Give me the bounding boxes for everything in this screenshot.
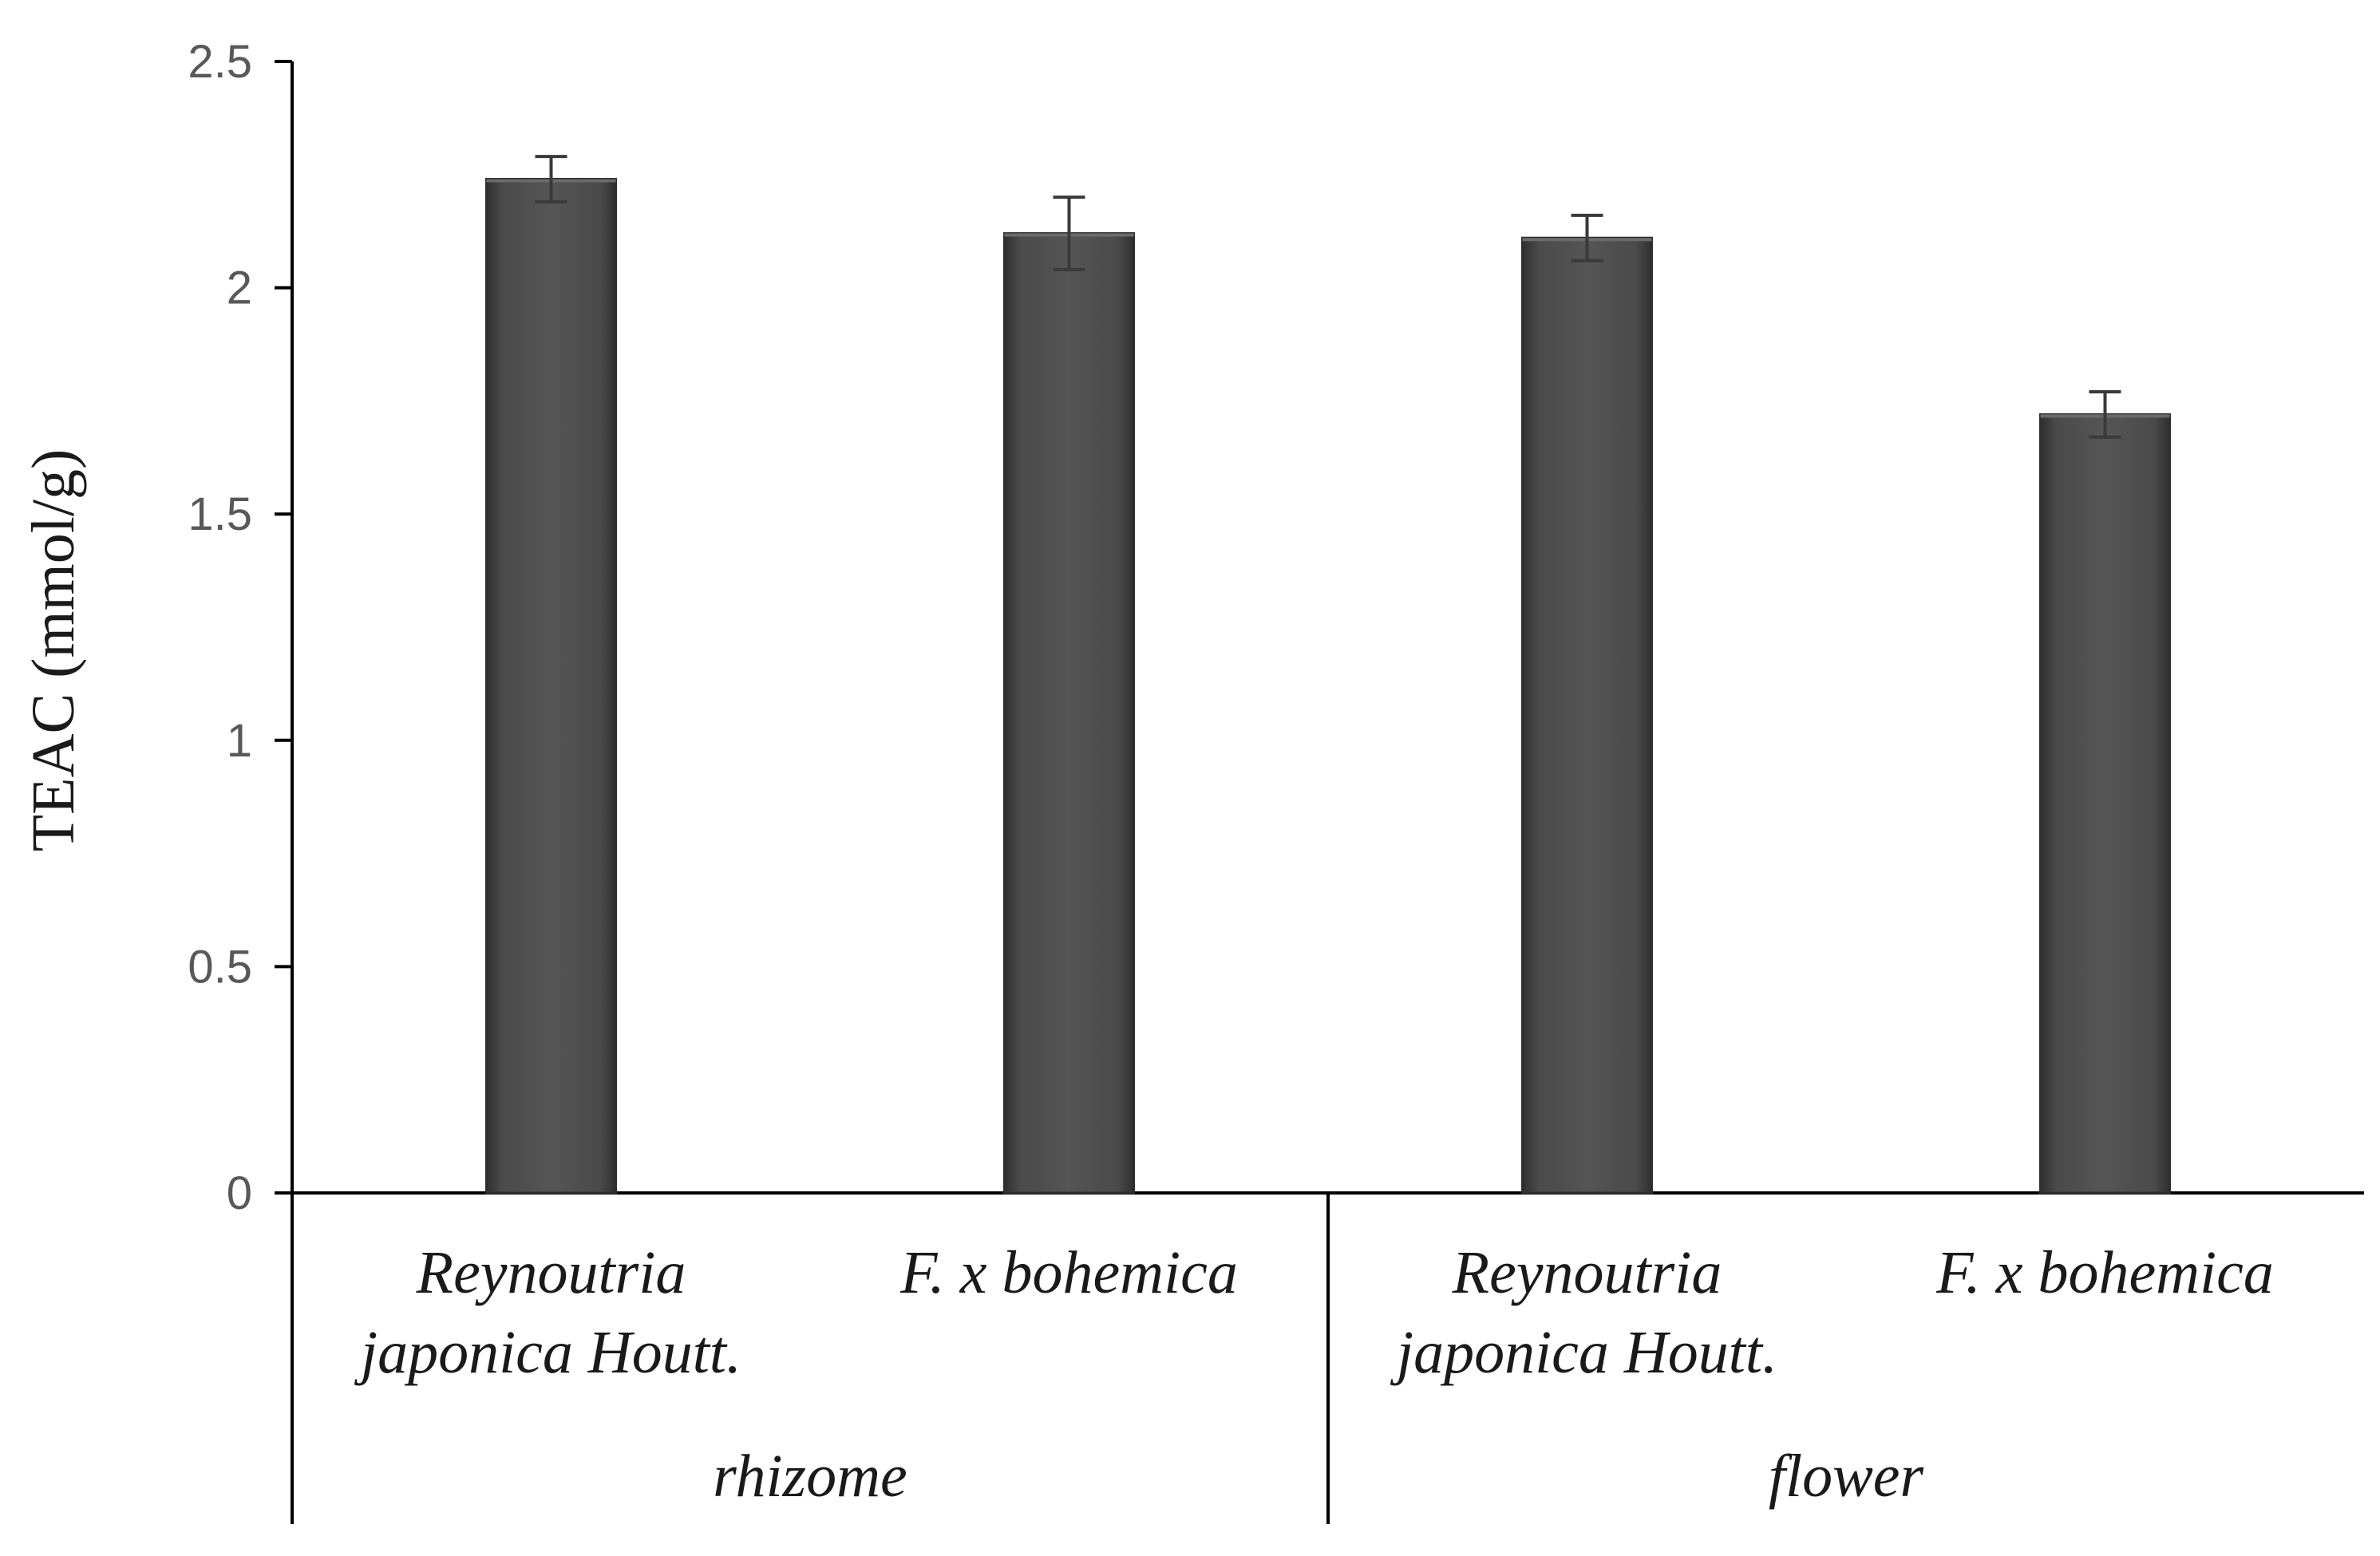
axes-layer <box>275 60 2364 1524</box>
y-tick-label: 0.5 <box>188 941 252 993</box>
x-category-label: Reynoutria <box>1452 1239 1722 1306</box>
bar <box>1003 232 1135 1195</box>
labels-layer: 0 0.5 1 1.5 2 2.5 Reynoutria japonica Houtt. F. … <box>188 36 2274 1510</box>
bars-layer <box>485 177 2171 1195</box>
x-category-label: F. x bohemica <box>899 1239 1238 1306</box>
bar <box>485 177 617 1195</box>
y-tick-label: 2 <box>227 263 252 314</box>
x-category-label: Reynoutria <box>416 1239 686 1306</box>
y-axis-label: TEAC (mmol/g) <box>20 449 87 852</box>
x-category-label: japonica Houtt. <box>354 1319 741 1386</box>
group-label: flower <box>1769 1443 1924 1510</box>
x-category-label: F. x bohemica <box>1935 1239 2274 1306</box>
y-tick-label: 2.5 <box>188 36 252 88</box>
bar <box>2039 413 2171 1195</box>
x-category-label: japonica Houtt. <box>1390 1319 1777 1386</box>
y-tick-label: 1 <box>227 715 252 767</box>
error-bars-layer <box>535 155 2121 439</box>
y-tick-label: 0 <box>227 1167 252 1219</box>
bar <box>1521 236 1653 1195</box>
y-tick-label: 1.5 <box>188 488 252 540</box>
group-label: rhizome <box>713 1443 907 1510</box>
